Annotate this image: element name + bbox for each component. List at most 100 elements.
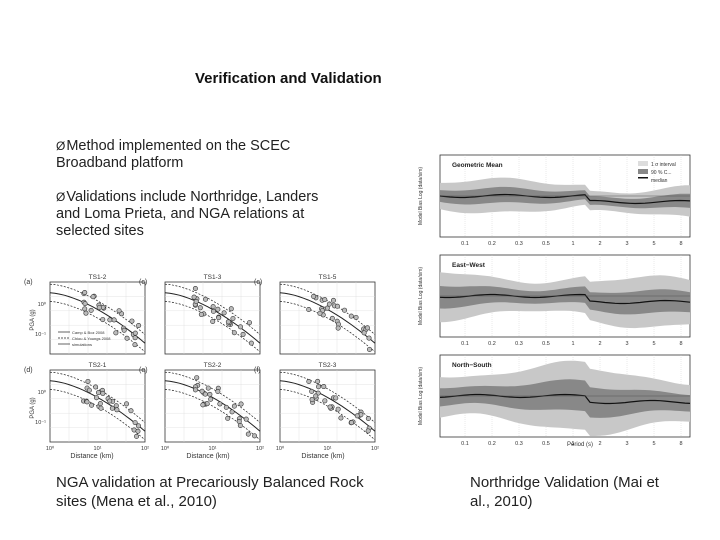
left-xlabel: Distance (km)	[186, 453, 229, 460]
scatter-point	[230, 315, 236, 321]
scatter-point	[85, 378, 91, 384]
scatter-point	[86, 387, 92, 393]
scatter-point	[216, 315, 222, 321]
scatter-point	[129, 318, 135, 324]
x-tick-label: 8	[679, 441, 682, 447]
scatter-point	[207, 391, 213, 397]
scatter-point	[246, 320, 252, 326]
scatter-point	[215, 306, 221, 312]
scatter-point	[205, 385, 211, 391]
scatter-point	[367, 346, 373, 352]
scatter-point	[132, 342, 138, 348]
scatter-point	[194, 375, 200, 381]
scatter-point	[317, 310, 323, 316]
legend-label: simulations	[72, 342, 92, 347]
attenuation-curve	[164, 389, 261, 441]
bullet-text: Validations include Northridge, Landers …	[56, 189, 319, 239]
bullet-item: ØValidations include Northridge, Landers…	[56, 189, 346, 240]
scatter-point	[202, 391, 208, 397]
attenuation-panel: (c) TS1-5	[254, 274, 376, 355]
scatter-point	[84, 399, 90, 405]
x-tick-label: 10²	[371, 446, 379, 452]
scatter-point	[111, 317, 117, 323]
panel-letter: (c)	[254, 279, 262, 286]
scatter-point	[309, 388, 315, 394]
legend-swatch	[638, 161, 648, 166]
scatter-point	[197, 305, 203, 311]
scatter-point	[107, 317, 113, 323]
scatter-point	[306, 307, 312, 313]
scatter-point	[116, 308, 122, 314]
scatter-point	[354, 413, 360, 419]
scatter-point	[327, 404, 333, 410]
panel-name: TS2-2	[204, 362, 222, 369]
legend-label: Chiou & Youngs 2008	[72, 336, 111, 341]
scatter-point	[335, 325, 341, 331]
nga-validation-figure: (a) TS1-2 10⁰ 10⁻¹ PGA (g) Camp & Boz 2008Chi…	[24, 274, 379, 460]
scatter-point	[243, 416, 249, 422]
attenuation-curve	[164, 283, 261, 335]
scatter-point	[326, 301, 332, 307]
x-tick-label: 10¹	[209, 446, 217, 452]
scatter-point	[210, 304, 216, 310]
x-tick-label: 3	[625, 241, 628, 247]
panel-name: TS2-3	[319, 362, 337, 369]
right-xlabel: Period (s)	[567, 442, 593, 448]
scatter-point	[109, 405, 115, 411]
x-tick-label: 1	[571, 241, 574, 247]
scatter-point	[193, 298, 199, 304]
attenuation-panel: (c) TS1-3	[139, 274, 261, 355]
y-tick-label: 10⁻¹	[35, 332, 46, 338]
x-tick-label: 5	[652, 441, 655, 447]
scatter-point	[113, 403, 119, 409]
left-xlabel: Distance (km)	[301, 453, 344, 460]
confidence-band	[440, 379, 690, 418]
y-tick-label: 10⁰	[38, 301, 47, 308]
x-tick-label: 0.3	[515, 341, 523, 347]
x-tick-label: 0.5	[542, 341, 550, 347]
scatter-point	[132, 335, 138, 341]
x-tick-label: 3	[625, 341, 628, 347]
legend-swatch	[638, 169, 648, 174]
scatter-point	[210, 319, 216, 325]
scatter-point	[97, 401, 103, 407]
x-tick-label: 2	[598, 241, 601, 247]
scatter-point	[132, 330, 138, 336]
scatter-point	[311, 293, 317, 299]
x-tick-label: 10²	[256, 446, 264, 452]
x-tick-label: 0.2	[488, 441, 496, 447]
x-tick-label: 10¹	[94, 446, 102, 452]
scatter-point	[88, 307, 94, 313]
x-tick-label: 3	[625, 441, 628, 447]
arrow-bullet-icon: Ø	[56, 190, 66, 204]
scatter-point	[342, 307, 348, 313]
panel-letter: (f)	[254, 367, 261, 374]
x-tick-label: 10¹	[324, 446, 332, 452]
scatter-point	[228, 306, 234, 312]
scatter-point	[306, 378, 312, 384]
scatter-point	[237, 324, 243, 330]
legend-swatch	[638, 177, 648, 179]
scatter-point	[361, 330, 367, 336]
bias-panel: 0.1 0.2 0.3 0.5 1 2 3 5 8 North−South Model Bias L…	[418, 354, 691, 447]
left-xlabel: Distance (km)	[70, 453, 113, 460]
x-tick-label: 10⁰	[161, 445, 170, 452]
scatter-point	[136, 423, 142, 429]
scatter-point	[236, 419, 242, 425]
y-axis-label: Model Bias Log (data/sim)	[418, 267, 424, 325]
scatter-point	[208, 396, 214, 402]
median-line	[439, 293, 691, 305]
scatter-point	[100, 390, 106, 396]
scatter-point	[353, 314, 359, 320]
scatter-point	[365, 415, 371, 421]
scatter-point	[333, 395, 339, 401]
confidence-band	[440, 286, 690, 315]
attenuation-curve	[164, 371, 261, 423]
scatter-point	[231, 330, 237, 336]
scatter-point	[98, 405, 104, 411]
scatter-point	[313, 393, 319, 399]
panel-letter: (a)	[24, 279, 33, 286]
scatter-point	[240, 331, 246, 337]
x-tick-label: 8	[679, 341, 682, 347]
